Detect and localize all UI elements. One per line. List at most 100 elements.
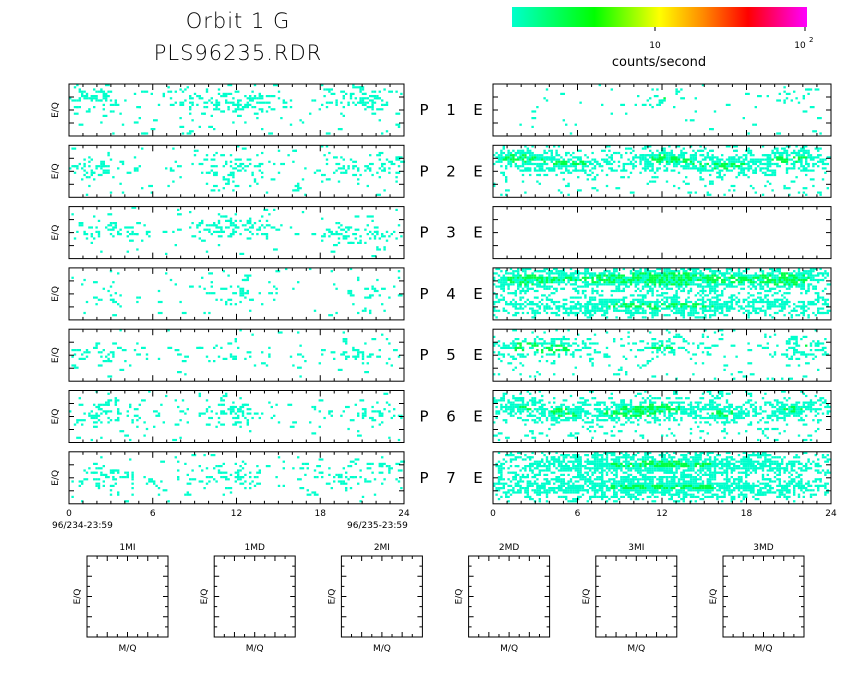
spectrogram-cell <box>109 110 113 113</box>
spectrogram-cell <box>198 230 201 233</box>
spectrogram-cell <box>783 414 786 417</box>
spectrogram-cell <box>783 276 786 279</box>
spectrogram-cell <box>649 278 652 282</box>
spectrogram-cell <box>213 360 216 363</box>
spectrogram-cell <box>658 410 661 413</box>
spectrogram-cell <box>771 189 774 192</box>
spectrogram-cell <box>757 95 762 98</box>
spectrogram-cell <box>275 287 278 290</box>
spectrogram-cell <box>93 178 96 181</box>
spectrogram-cell <box>737 412 743 415</box>
spectrogram-cell <box>397 156 403 159</box>
spectrogram-cell <box>783 187 786 190</box>
spectrogram-cell <box>687 397 690 400</box>
spectrogram-cell <box>745 412 748 415</box>
spectrogram-cell <box>533 270 537 273</box>
spectrogram-cell <box>335 311 338 315</box>
spectrogram-cell <box>706 335 709 338</box>
spectrogram-cell <box>225 412 228 415</box>
spectrogram-cell <box>629 410 633 413</box>
spectrogram-cell <box>361 88 365 91</box>
spectrogram-cell <box>574 405 577 409</box>
spectrogram-cell <box>809 274 815 277</box>
spectrogram-cell <box>608 298 613 301</box>
spectrogram-cell <box>246 222 249 225</box>
spectrogram-cell <box>749 184 753 188</box>
spectrogram-cell <box>785 423 789 426</box>
spectrogram-cell <box>644 303 649 306</box>
spectrogram-cell <box>232 222 235 225</box>
spectrogram-cell <box>179 436 182 439</box>
spectrogram-cell <box>567 410 570 413</box>
spectrogram-cell <box>723 193 726 196</box>
spectrogram-cell <box>273 248 278 251</box>
spectrogram-cell <box>177 213 182 216</box>
spectrogram-cell <box>203 106 206 109</box>
spectrogram-cell <box>591 364 594 367</box>
spectrogram-cell <box>536 416 539 420</box>
spectrogram-cell <box>502 355 505 358</box>
spectrogram-cell <box>361 355 365 358</box>
spectrogram-cell <box>742 416 745 420</box>
spectrogram-cell <box>656 88 659 91</box>
spectrogram-cell <box>591 342 597 345</box>
spectrogram-cell <box>524 423 527 426</box>
spectrogram-cell <box>805 158 808 161</box>
spectrogram-cell <box>668 276 671 279</box>
spectrogram-cell <box>381 287 386 290</box>
spectrogram-cell <box>400 414 403 417</box>
spectrogram-cell <box>514 165 517 168</box>
spectrogram-cell <box>634 165 637 168</box>
spectrogram-cell <box>330 250 336 253</box>
spectrogram-cell <box>757 412 760 415</box>
spectrogram-cell <box>239 294 245 297</box>
spectrogram-cell <box>670 349 673 352</box>
spectrogram-cell <box>646 272 649 275</box>
spectrogram-cell <box>601 283 604 286</box>
spectrogram-cell <box>208 292 211 295</box>
spectrogram-cell <box>785 353 789 356</box>
spectrogram-cell <box>591 151 594 155</box>
spectrogram-cell <box>512 149 515 152</box>
spectrogram-cell <box>229 235 233 238</box>
spectrogram-cell <box>548 294 551 297</box>
spectrogram-cell <box>129 405 132 409</box>
spectrogram-cell <box>256 117 259 120</box>
spectrogram-cell <box>220 346 223 349</box>
spectrogram-cell <box>807 434 813 437</box>
spectrogram-cell <box>560 270 565 273</box>
spectrogram-cell <box>572 156 577 159</box>
spectrogram-cell <box>524 156 527 159</box>
spectrogram-cell <box>735 145 738 148</box>
spectrogram-cell <box>785 342 791 345</box>
spectrogram-cell <box>521 401 525 404</box>
spectrogram-cell <box>512 305 515 308</box>
spectrogram-cell <box>234 90 240 93</box>
spectrogram-cell <box>805 289 810 293</box>
spectrogram-cell <box>598 294 601 297</box>
spectrogram-cell <box>371 103 374 106</box>
spectrogram-cell <box>797 156 801 159</box>
spectrogram-cell <box>328 235 331 238</box>
spectrogram-cell <box>689 160 693 163</box>
spectrogram-cell <box>529 158 532 161</box>
spectrogram-cell <box>577 311 580 315</box>
spectrogram-cell <box>800 169 803 172</box>
spectrogram-cell <box>524 169 529 172</box>
spectrogram-cell <box>225 95 228 98</box>
spectrogram-cell <box>773 278 777 282</box>
spectrogram-cell <box>615 416 618 420</box>
spectrogram-cell <box>797 414 801 417</box>
spectrogram-cell <box>505 309 508 312</box>
spectrogram-cell <box>581 305 585 308</box>
spectrogram-cell <box>740 405 743 409</box>
spectrogram-cell <box>323 88 326 91</box>
spectrogram-cell <box>668 303 671 306</box>
spectrogram-cell <box>603 432 609 435</box>
spectrogram-cell <box>701 305 705 308</box>
spectrogram-cell <box>261 303 264 306</box>
spectrogram-cell <box>783 272 786 275</box>
spectrogram-cell <box>629 401 633 404</box>
spectrogram-cell <box>114 397 117 400</box>
spectrogram-cell <box>747 300 750 304</box>
